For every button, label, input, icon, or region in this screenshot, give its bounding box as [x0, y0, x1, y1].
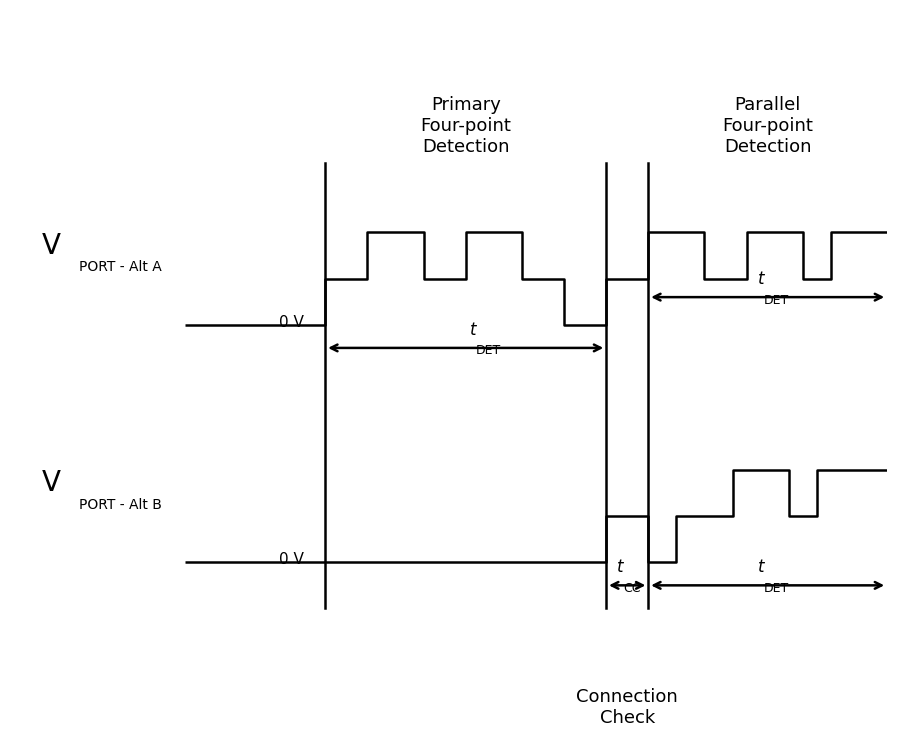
Text: V: V	[42, 469, 61, 497]
Text: Primary
Four-point
Detection: Primary Four-point Detection	[420, 96, 511, 156]
Text: CC: CC	[624, 582, 641, 595]
Text: DET: DET	[764, 582, 789, 595]
Text: Connection
Check: Connection Check	[577, 689, 678, 727]
Text: PORT - Alt A: PORT - Alt A	[79, 260, 162, 274]
Text: DET: DET	[476, 344, 502, 358]
Text: t: t	[617, 558, 624, 576]
Text: DET: DET	[764, 294, 789, 306]
Text: t: t	[758, 270, 764, 288]
Text: t: t	[758, 558, 764, 576]
Text: t: t	[469, 321, 476, 338]
Text: Parallel
Four-point
Detection: Parallel Four-point Detection	[723, 96, 813, 156]
Text: PORT - Alt B: PORT - Alt B	[79, 498, 162, 511]
Text: V: V	[42, 232, 61, 260]
Text: 0 V: 0 V	[279, 553, 304, 568]
Text: 0 V: 0 V	[279, 315, 304, 330]
